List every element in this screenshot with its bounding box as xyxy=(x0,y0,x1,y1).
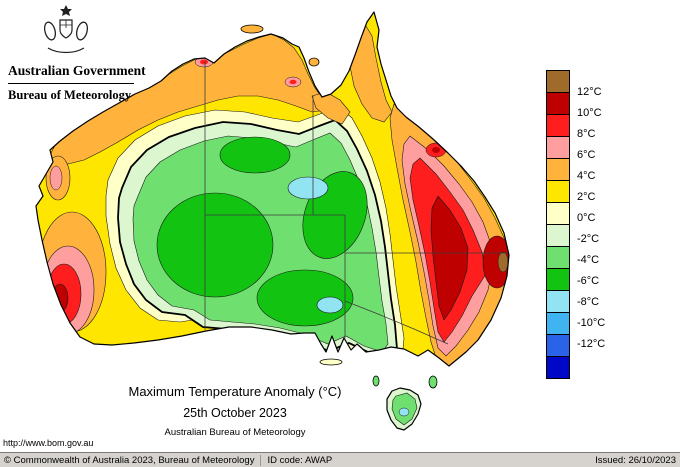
islands xyxy=(240,24,438,389)
crest-emu xyxy=(75,21,89,41)
spot-darkred-northeast xyxy=(432,147,440,153)
legend-label: -6°C xyxy=(577,275,600,287)
title-block: Maximum Temperature Anomaly (°C) 25th Oc… xyxy=(55,384,415,438)
spot-red-north-1 xyxy=(200,59,208,65)
legend-cell xyxy=(547,225,569,247)
id-code-text: ID code: AWAP xyxy=(267,454,333,466)
legend: 12°C 10°C 8°C 6°C 4°C 2°C 0°C -2°C -4°C -6°C -8°C -… xyxy=(546,70,626,379)
legend-cell xyxy=(547,335,569,357)
legend-label: -8°C xyxy=(577,296,600,308)
melville-island xyxy=(240,24,264,34)
header: Australian Government Bureau of Meteorol… xyxy=(8,4,178,103)
copyright-text: © Commonwealth of Australia 2023, Bureau… xyxy=(4,454,255,466)
legend-label: 8°C xyxy=(577,128,596,140)
legend-label: 4°C xyxy=(577,170,596,182)
state-borders xyxy=(204,61,508,345)
legend-cell xyxy=(547,313,569,335)
map-org: Australian Bureau of Meteorology xyxy=(164,427,306,438)
legend-labels: 12°C 10°C 8°C 6°C 4°C 2°C 0°C -2°C -4°C -6°C -8°C -… xyxy=(577,70,623,366)
map-title: Maximum Temperature Anomaly (°C) xyxy=(128,384,342,399)
legend-cell xyxy=(547,181,569,203)
anomaly-map-svg xyxy=(35,11,510,431)
band-green-core-north xyxy=(219,136,291,174)
legend-label: -2°C xyxy=(577,233,600,245)
spot-red-north-2 xyxy=(289,79,297,85)
legend-cell xyxy=(547,93,569,115)
legend-cell xyxy=(547,71,569,93)
legend-cell xyxy=(547,203,569,225)
status-bar: © Commonwealth of Australia 2023, Bureau… xyxy=(0,452,680,467)
map-date: 25th October 2023 xyxy=(183,406,287,420)
crest-star xyxy=(60,5,72,16)
band-green-core-south xyxy=(256,269,354,327)
legend-label: 0°C xyxy=(577,212,596,224)
legend-cell xyxy=(547,269,569,291)
gov-title: Australian Government xyxy=(8,63,146,78)
legend-cell xyxy=(547,137,569,159)
legend-label: 6°C xyxy=(577,149,596,161)
band-cyan-central xyxy=(287,176,329,200)
mainland-coastline xyxy=(35,11,510,367)
legend-cell xyxy=(547,291,569,313)
legend-label: -12°C xyxy=(577,338,606,350)
legend-label: 10°C xyxy=(577,107,602,119)
band-brown-east-coast xyxy=(497,251,509,273)
band-orange-capeyork xyxy=(349,25,393,123)
crest-scroll xyxy=(47,47,85,54)
kangaroo-island xyxy=(319,358,343,366)
band-darkred-east-core xyxy=(430,195,469,321)
legend-cell xyxy=(547,115,569,137)
legend-scale xyxy=(546,70,570,379)
statusbar-separator xyxy=(260,454,262,466)
crest-kangaroo xyxy=(43,21,57,41)
king-island xyxy=(372,375,380,387)
anomaly-map xyxy=(35,11,510,431)
legend-label: -4°C xyxy=(577,254,600,266)
bom-url: http://www.bom.gov.au xyxy=(3,438,94,448)
groote-eylandt xyxy=(308,57,320,67)
legend-cell xyxy=(547,247,569,269)
legend-cell xyxy=(547,357,569,378)
flinders-island xyxy=(428,375,438,389)
issued-text: Issued: 26/10/2023 xyxy=(595,454,676,466)
header-divider xyxy=(8,83,134,84)
band-pink-westcoast xyxy=(49,165,63,191)
tas-band-cyan xyxy=(398,407,410,417)
tasmania-coastline xyxy=(386,387,422,431)
legend-label: -10°C xyxy=(577,317,606,329)
legend-cell xyxy=(547,159,569,181)
band-cyan-south xyxy=(316,296,344,314)
crest-shield-cross xyxy=(60,20,72,28)
crest-shield xyxy=(59,19,73,39)
coat-of-arms-icon xyxy=(43,5,89,54)
band-darkred-east-coast xyxy=(482,235,509,289)
legend-label: 12°C xyxy=(577,86,602,98)
bom-title: Bureau of Meteorology xyxy=(8,88,132,102)
band-green-core-central xyxy=(156,192,274,298)
legend-label: 2°C xyxy=(577,191,596,203)
